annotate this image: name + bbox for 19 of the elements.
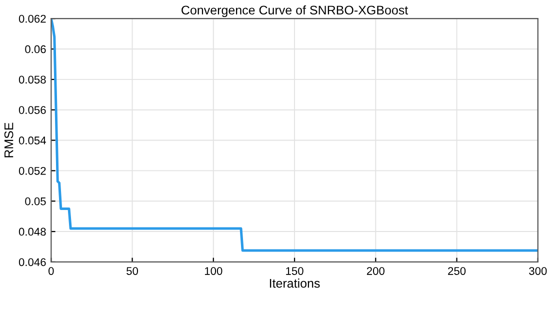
y-tick-label: 0.062 — [18, 14, 46, 23]
x-tick-label: 0 — [48, 267, 54, 275]
y-tick-label: 0.06 — [25, 45, 46, 54]
x-tick-label: 200 — [366, 267, 384, 275]
x-axis-title: Iterations — [270, 278, 320, 288]
y-tick-label: 0.054 — [18, 136, 46, 144]
chart-title: Convergence Curve of SNRBO-XGBoost — [182, 5, 408, 18]
x-tick-label: 50 — [126, 267, 138, 275]
y-tick-label: 0.058 — [18, 76, 46, 84]
y-axis-title: RMSE — [4, 122, 14, 158]
y-tick-label: 0.048 — [18, 228, 46, 236]
y-tick-label: 0.05 — [25, 197, 46, 206]
x-tick-label: 150 — [286, 267, 304, 275]
y-tick-label: 0.056 — [18, 106, 46, 114]
y-tick-label: 0.052 — [18, 166, 46, 175]
x-tick-label: 300 — [529, 267, 547, 275]
x-tick-label: 100 — [204, 267, 222, 275]
x-tick-label: 250 — [448, 267, 466, 275]
y-tick-label: 0.046 — [18, 258, 46, 266]
